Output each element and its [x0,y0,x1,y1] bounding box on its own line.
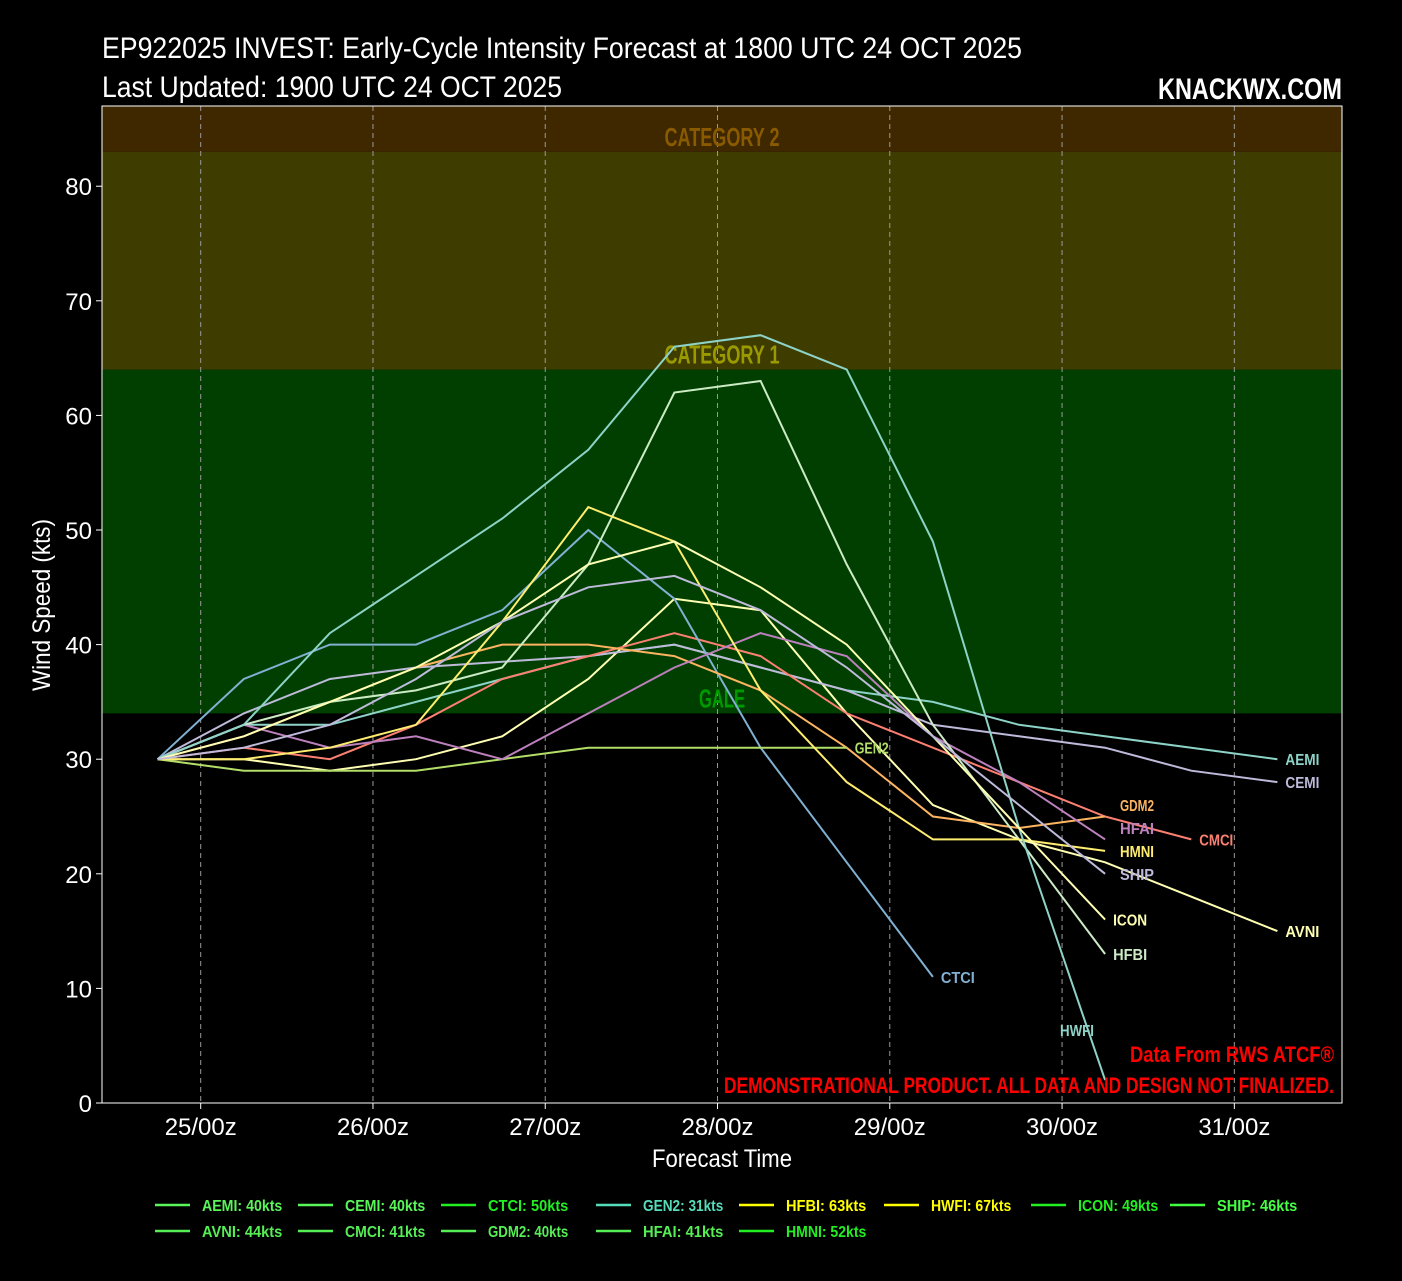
legend-label: HFBI: 63kts [786,1198,866,1215]
series-label-hmni: HMNI [1120,844,1154,861]
series-label-cemi: CEMI [1285,775,1319,792]
legend-label: CTCI: 50kts [488,1198,568,1215]
legend: AEMI: 40kts CEMI: 40kts CTCI: 50kts GEN2: 3… [155,1198,1297,1241]
series-line-ship [157,574,1106,875]
x-tick-label: 28/00z [682,1114,754,1141]
x-tick-label: 29/00z [854,1114,926,1141]
y-tick-label: 80 [65,174,92,201]
band-category-2 [102,106,1342,152]
legend-item: CEMI: 40kts [298,1198,425,1215]
legend-label: SHIP: 46kts [1217,1198,1297,1215]
series-label-aemi: AEMI [1285,752,1319,769]
series-label-cmci: CMCI [1199,832,1233,849]
legend-item: GEN2: 31kts [596,1198,723,1215]
x-tick-label: 27/00z [509,1114,581,1141]
series-line-hwfi [157,334,1107,1081]
legend-label: HMNI: 52kts [786,1224,866,1241]
chart-subtitle: Last Updated: 1900 UTC 24 OCT 2025 [102,71,562,104]
legend-item: HMNI: 52kts [739,1224,866,1241]
legend-label: HFAI: 41kts [643,1224,723,1241]
y-tick-label: 40 [65,633,92,660]
y-tick-label: 20 [65,862,92,889]
legend-label: AVNI: 44kts [202,1224,282,1241]
series-line-avni [157,597,1278,933]
y-tick-label: 10 [65,976,92,1003]
legend-item: GDM2: 40kts [441,1224,568,1241]
band-label: CATEGORY 1 [665,340,780,370]
legend-item: CTCI: 50kts [441,1198,568,1215]
brand-label: KNACKWX.COM [1158,73,1342,106]
series-label-gen2: GEN2 [855,741,889,758]
legend-label: GDM2: 40kts [488,1224,568,1241]
x-tick-label: 25/00z [165,1114,237,1141]
y-tick-label: 70 [65,289,92,316]
series-label-ship: SHIP [1120,867,1154,884]
legend-label: AEMI: 40kts [202,1198,282,1215]
series-label-icon: ICON [1113,913,1147,930]
source-annotation: Data From RWS ATCF® [1130,1042,1334,1067]
series-line-icon [157,540,1106,921]
legend-label: HWFI: 67kts [931,1198,1011,1215]
series-label-ctci: CTCI [941,970,975,987]
legend-item: HFBI: 63kts [739,1198,866,1215]
legend-item: ICON: 49kts [1031,1198,1158,1215]
legend-label: CMCI: 41kts [345,1224,425,1241]
legend-label: ICON: 49kts [1078,1198,1158,1215]
x-tick-label: 30/00z [1026,1114,1098,1141]
y-tick-label: 30 [65,747,92,774]
legend-label: GEN2: 31kts [643,1198,723,1215]
series-line-cemi [157,643,1278,784]
series-label-avni: AVNI [1285,924,1319,941]
series-line-ctci [156,528,934,978]
legend-item: HWFI: 67kts [884,1198,1011,1215]
series-label-gdm2: GDM2 [1120,798,1154,815]
y-tick-label: 0 [79,1091,92,1118]
x-axis-label: Forecast Time [652,1145,792,1173]
chart-title: EP922025 INVEST: Early-Cycle Intensity F… [102,32,1022,65]
x-tick-label: 26/00z [337,1114,409,1141]
series-label-hwfi: HWFI [1060,1023,1094,1040]
legend-item: AEMI: 40kts [155,1198,282,1215]
plot-frame [101,105,1343,1104]
y-axis-label: Wind Speed (kts) [28,519,56,691]
series-line-hfbi [157,379,1106,955]
y-tick-label: 50 [65,518,92,545]
x-tick-label: 31/00z [1198,1114,1270,1141]
legend-item: AVNI: 44kts [155,1224,282,1241]
series-line-hmni [157,505,1106,852]
legend-label: CEMI: 40kts [345,1198,425,1215]
series-label-hfbi: HFBI [1113,947,1147,964]
band-category-1 [102,151,1342,370]
legend-item: SHIP: 46kts [1170,1198,1297,1215]
band-label: CATEGORY 2 [665,122,780,152]
series-label-hfai: HFAI [1120,821,1154,838]
disclaimer-annotation: DEMONSTRATIONAL PRODUCT. ALL DATA AND DE… [724,1073,1334,1098]
legend-item: CMCI: 41kts [298,1224,425,1241]
legend-item: HFAI: 41kts [596,1224,723,1241]
y-tick-label: 60 [65,403,92,430]
